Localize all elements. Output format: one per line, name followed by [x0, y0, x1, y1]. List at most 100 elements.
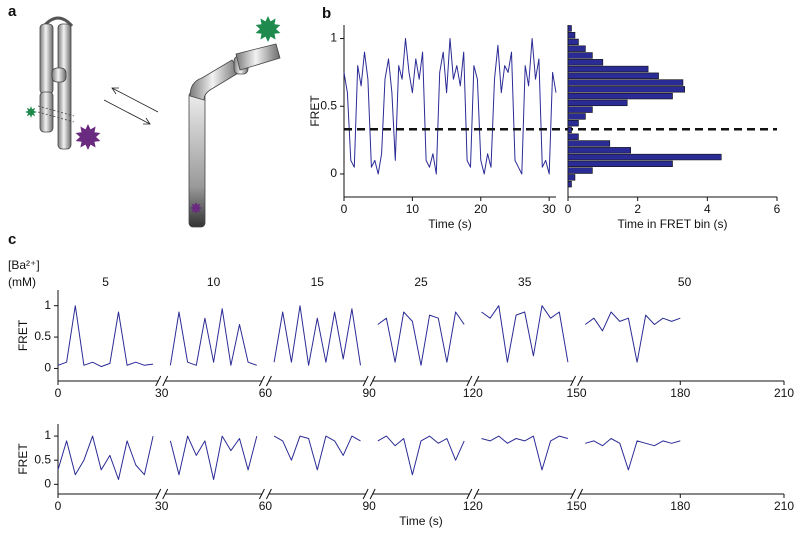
y-tick-label: 0.5	[320, 98, 337, 112]
x-tick-label: 180	[670, 499, 690, 513]
axis-break	[369, 375, 376, 387]
axis-break-gap	[573, 376, 580, 386]
axis-line	[567, 25, 777, 198]
trace	[57, 435, 681, 480]
x-tick-label: 30	[155, 386, 169, 400]
axis-break	[473, 375, 480, 387]
concentration-unit: (mM)	[8, 275, 36, 289]
x-axis-label: Time (s)	[428, 217, 472, 231]
x-tick-label: 210	[774, 386, 794, 400]
x-tick-label: 0	[55, 386, 62, 400]
x-tick-label: 180	[670, 386, 690, 400]
x-tick-label: 210	[774, 499, 794, 513]
axis-line	[57, 424, 784, 495]
axis-line	[57, 290, 784, 382]
bar	[567, 25, 572, 32]
bar	[567, 86, 685, 93]
panel-label: c	[8, 231, 16, 248]
axis-break	[155, 375, 162, 387]
axis-break-gap	[573, 489, 580, 499]
bar	[567, 140, 611, 147]
axis-break-gap	[366, 489, 373, 499]
y-tick-label: 1	[44, 428, 51, 442]
bar	[567, 99, 628, 107]
bar	[567, 147, 632, 154]
bar	[567, 31, 576, 39]
axis-break	[466, 488, 473, 500]
x-axis-label: Time (s)	[399, 514, 443, 528]
bar	[567, 126, 572, 134]
concentration-label: 5	[102, 275, 109, 289]
axis-break	[369, 488, 376, 500]
axis-break	[466, 375, 473, 387]
axis-break	[577, 375, 584, 387]
bar	[567, 52, 593, 59]
fluorophore	[25, 106, 37, 118]
arrow	[111, 87, 159, 113]
x-tick-label: 4	[704, 202, 711, 216]
arrow	[103, 99, 151, 125]
x-tick-label: 60	[259, 499, 273, 513]
axis-break-gap	[469, 376, 476, 386]
x-tick-label: 30	[155, 499, 169, 513]
x-tick-label: 6	[774, 202, 781, 216]
arrow	[111, 87, 119, 95]
axis-break	[155, 488, 162, 500]
helix	[189, 59, 241, 101]
schematic	[37, 16, 281, 228]
fluorophore	[255, 16, 281, 42]
concentration-title: [Ba²⁺]	[8, 258, 40, 272]
trace	[343, 38, 557, 175]
x-tick-label: 60	[259, 386, 273, 400]
axis-break-gap	[158, 376, 165, 386]
axis-break	[258, 488, 265, 500]
concentration-label: 25	[414, 275, 428, 289]
concentration-label: 10	[207, 275, 221, 289]
bar	[567, 45, 586, 52]
x-tick-label: 2	[634, 202, 641, 216]
axis-break	[570, 375, 577, 387]
bar	[567, 133, 579, 140]
axis-break	[362, 375, 369, 387]
y-tick-label: 1	[330, 31, 337, 45]
trace	[57, 305, 681, 368]
y-tick-label: 0	[330, 166, 337, 180]
y-tick-label: 0.5	[34, 452, 51, 466]
x-tick-label: 30	[542, 202, 556, 216]
y-axis-label: FRET	[16, 443, 30, 475]
concentration-label: 35	[518, 275, 532, 289]
y-tick-label: 0	[44, 361, 51, 375]
x-tick-label: 90	[362, 386, 376, 400]
bar	[567, 72, 659, 79]
x-tick-label: 90	[362, 499, 376, 513]
bar	[567, 113, 586, 120]
axis-break-gap	[366, 376, 373, 386]
axis-break	[265, 375, 272, 387]
y-tick-label: 0.5	[34, 329, 51, 343]
bar	[567, 153, 722, 161]
bar	[567, 65, 649, 73]
bar	[567, 92, 673, 100]
y-axis-label: FRET	[308, 95, 322, 127]
helix	[39, 23, 54, 95]
fluorophore	[75, 124, 101, 150]
bar	[567, 79, 684, 86]
axis-break	[570, 488, 577, 500]
helix	[57, 23, 72, 150]
axis-break	[577, 488, 584, 500]
fluorophores	[25, 16, 281, 214]
y-tick-label: 1	[44, 298, 51, 312]
x-tick-label: 150	[567, 499, 587, 513]
axis-break	[258, 375, 265, 387]
junction	[51, 67, 67, 83]
concentration-label: 50	[678, 275, 692, 289]
axis-break-gap	[158, 489, 165, 499]
x-tick-label: 120	[463, 386, 483, 400]
panel-label: b	[322, 5, 331, 22]
bar	[567, 120, 579, 127]
arrow	[143, 117, 151, 125]
concentration-label: 15	[311, 275, 325, 289]
helix	[235, 43, 281, 71]
